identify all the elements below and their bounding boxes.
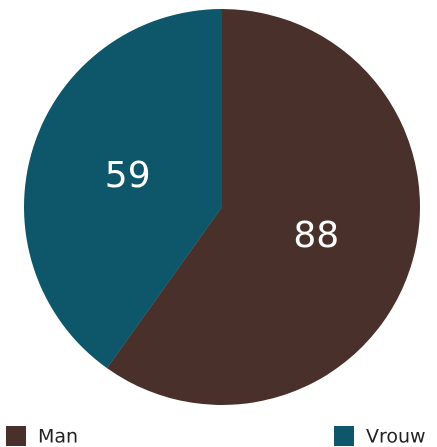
slice-label: 88 <box>293 215 339 256</box>
legend-swatch <box>6 426 26 446</box>
legend-label: Vrouw <box>366 426 426 447</box>
slice-label: 59 <box>105 155 151 196</box>
pie-slice <box>23 9 222 369</box>
legend-label: Man <box>38 426 78 447</box>
legend-swatch <box>334 426 354 446</box>
pie-slice <box>106 9 420 405</box>
